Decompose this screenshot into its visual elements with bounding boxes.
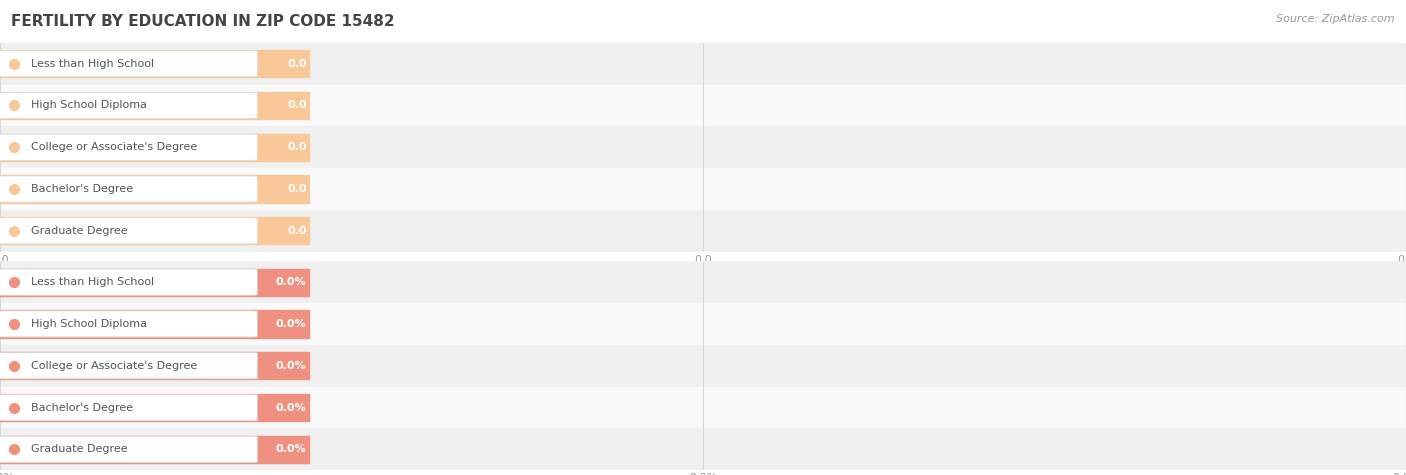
Text: High School Diploma: High School Diploma	[31, 100, 148, 111]
Text: 0.0: 0.0	[287, 226, 307, 236]
Text: 0.0%: 0.0%	[276, 277, 307, 287]
FancyBboxPatch shape	[0, 436, 257, 463]
FancyBboxPatch shape	[0, 134, 257, 161]
Text: College or Associate's Degree: College or Associate's Degree	[31, 142, 197, 152]
Text: College or Associate's Degree: College or Associate's Degree	[31, 361, 197, 371]
Text: Graduate Degree: Graduate Degree	[31, 226, 128, 236]
Text: Bachelor's Degree: Bachelor's Degree	[31, 402, 134, 413]
Text: 0.0: 0.0	[287, 184, 307, 194]
Text: 0.0: 0.0	[287, 142, 307, 152]
Text: 0.0: 0.0	[287, 100, 307, 111]
FancyBboxPatch shape	[0, 92, 257, 119]
FancyBboxPatch shape	[0, 50, 257, 77]
Text: 0.0%: 0.0%	[276, 402, 307, 413]
FancyBboxPatch shape	[0, 176, 257, 202]
Text: FERTILITY BY EDUCATION IN ZIP CODE 15482: FERTILITY BY EDUCATION IN ZIP CODE 15482	[11, 14, 395, 29]
Text: Bachelor's Degree: Bachelor's Degree	[31, 184, 134, 194]
Text: Less than High School: Less than High School	[31, 58, 155, 69]
FancyBboxPatch shape	[0, 311, 257, 337]
FancyBboxPatch shape	[0, 352, 257, 379]
Text: 0.0%: 0.0%	[276, 444, 307, 455]
Text: High School Diploma: High School Diploma	[31, 319, 148, 329]
Text: Source: ZipAtlas.com: Source: ZipAtlas.com	[1277, 14, 1395, 24]
Text: 0.0%: 0.0%	[276, 319, 307, 329]
Text: Less than High School: Less than High School	[31, 277, 155, 287]
Text: Graduate Degree: Graduate Degree	[31, 444, 128, 455]
Text: 0.0: 0.0	[287, 58, 307, 69]
FancyBboxPatch shape	[0, 269, 257, 295]
FancyBboxPatch shape	[0, 218, 257, 244]
FancyBboxPatch shape	[0, 394, 257, 421]
Text: 0.0%: 0.0%	[276, 361, 307, 371]
